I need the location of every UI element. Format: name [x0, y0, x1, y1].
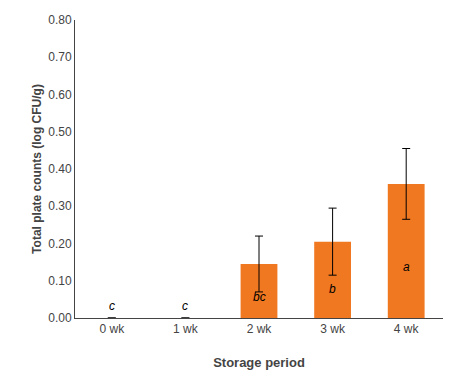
svg-text:0.70: 0.70 — [48, 50, 72, 64]
svg-text:0.60: 0.60 — [48, 88, 72, 102]
svg-text:0.20: 0.20 — [48, 237, 72, 251]
svg-text:2 wk: 2 wk — [247, 322, 273, 336]
svg-text:0.10: 0.10 — [48, 274, 72, 288]
svg-text:c: c — [109, 299, 115, 313]
svg-text:3 wk: 3 wk — [320, 322, 346, 336]
svg-text:1 wk: 1 wk — [173, 322, 199, 336]
svg-text:4 wk: 4 wk — [394, 322, 420, 336]
svg-text:0.00: 0.00 — [48, 311, 72, 325]
svg-text:Storage period: Storage period — [213, 355, 305, 370]
svg-text:a: a — [403, 260, 410, 274]
svg-text:Total plate counts (log CFU/g): Total plate counts (log CFU/g) — [30, 84, 44, 254]
svg-text:0.40: 0.40 — [48, 162, 72, 176]
svg-text:0.50: 0.50 — [48, 125, 72, 139]
svg-text:b: b — [329, 282, 336, 296]
svg-text:bc: bc — [253, 290, 266, 304]
svg-text:0 wk: 0 wk — [99, 322, 125, 336]
svg-text:0.80: 0.80 — [48, 13, 72, 27]
svg-text:c: c — [182, 299, 188, 313]
svg-text:0.30: 0.30 — [48, 199, 72, 213]
